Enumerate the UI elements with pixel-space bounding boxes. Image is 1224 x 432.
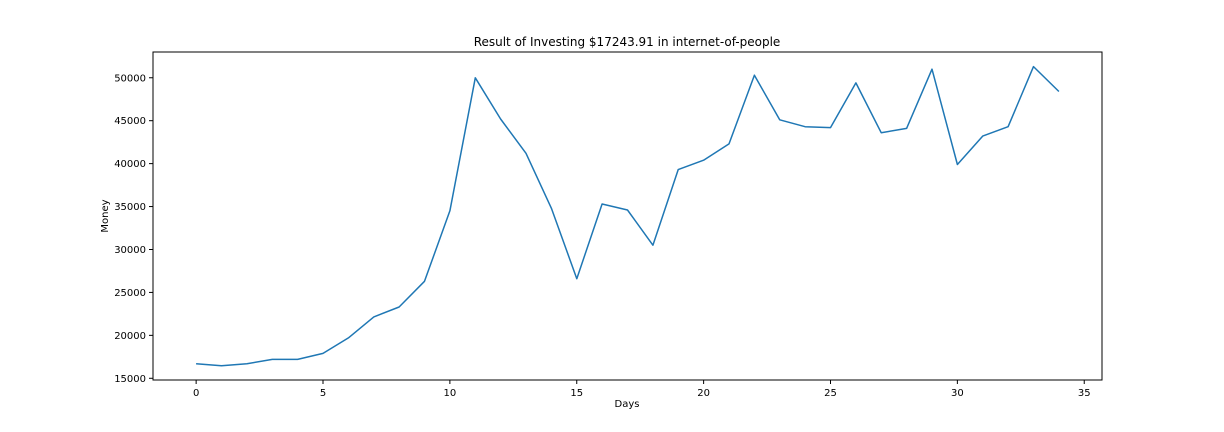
x-tick-label: 15 <box>570 388 583 399</box>
y-axis-label: Money <box>100 199 111 232</box>
x-tick-label: 30 <box>951 388 964 399</box>
data-point <box>881 132 882 133</box>
data-point <box>221 365 222 366</box>
x-axis: 0 5 10 15 20 25 30 35 <box>193 380 1091 399</box>
plot-frame <box>152 51 1103 381</box>
data-point <box>449 210 450 211</box>
data-point <box>982 136 983 137</box>
x-tick-label: 5 <box>320 388 326 399</box>
data-point <box>322 353 323 354</box>
y-tick-label: 35000 <box>114 202 146 213</box>
data-point <box>652 245 653 246</box>
data-point <box>246 363 247 364</box>
data-point <box>627 209 628 210</box>
y-tick-label: 25000 <box>114 288 146 299</box>
data-point <box>576 278 577 279</box>
data-point <box>551 208 552 209</box>
x-axis-label: Days <box>615 399 640 410</box>
data-point <box>779 119 780 120</box>
data-point <box>272 359 273 360</box>
data-point <box>399 306 400 307</box>
x-tick-label: 0 <box>193 388 199 399</box>
data-point <box>855 82 856 83</box>
x-tick-label: 20 <box>697 388 710 399</box>
data-point <box>297 359 298 360</box>
data-point <box>348 337 349 338</box>
series-layer <box>196 65 1060 367</box>
plot-area <box>152 51 1103 381</box>
data-point <box>830 127 831 128</box>
data-point <box>602 203 603 204</box>
data-point <box>500 118 501 119</box>
data-point <box>424 281 425 282</box>
data-point <box>475 77 476 78</box>
y-tick-label: 50000 <box>114 73 146 84</box>
data-point <box>373 316 374 317</box>
data-point <box>931 69 932 70</box>
x-tick-label: 10 <box>444 388 457 399</box>
chart-title: Result of Investing $17243.91 in interne… <box>474 35 781 49</box>
data-point <box>703 160 704 161</box>
data-point <box>957 164 958 165</box>
series-line <box>196 65 1060 367</box>
data-point <box>196 363 197 364</box>
data-point <box>754 75 755 76</box>
data-point <box>906 128 907 129</box>
y-tick-label: 15000 <box>114 374 146 385</box>
data-point <box>728 143 729 144</box>
y-tick-label: 20000 <box>114 331 146 342</box>
data-point <box>525 153 526 154</box>
data-point <box>678 169 679 170</box>
data-point <box>1033 66 1034 67</box>
y-tick-label: 40000 <box>114 159 146 170</box>
y-tick-label: 30000 <box>114 245 146 256</box>
x-tick-label: 35 <box>1078 388 1091 399</box>
data-point <box>1008 126 1009 127</box>
y-tick-label: 45000 <box>114 116 146 127</box>
x-tick-label: 25 <box>824 388 837 399</box>
y-axis: 15000 20000 25000 30000 35000 40000 45000 50000 <box>114 73 153 385</box>
data-point <box>805 126 806 127</box>
data-point <box>1058 91 1059 92</box>
